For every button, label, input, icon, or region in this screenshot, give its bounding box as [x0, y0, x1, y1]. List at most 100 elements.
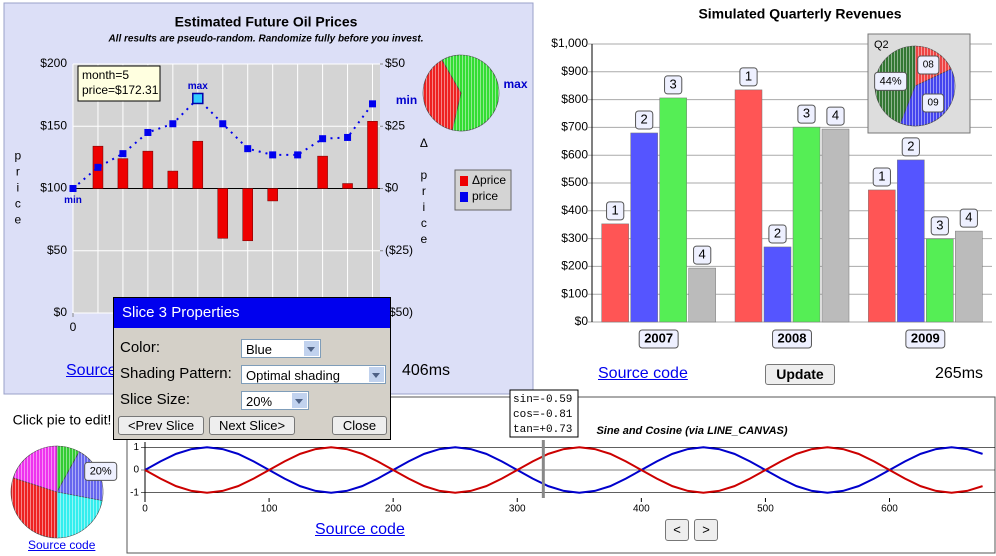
- annotation: max: [188, 81, 208, 92]
- point: [219, 120, 227, 128]
- bar: [868, 189, 896, 323]
- series-label: 4: [965, 210, 972, 225]
- render-time: 406ms: [402, 362, 451, 379]
- pie-value-label: 44%: [880, 75, 902, 87]
- series-label: 3: [670, 76, 677, 91]
- pie-shading: [423, 55, 499, 131]
- bar: [217, 188, 229, 239]
- x-tick-label: 400: [633, 504, 650, 515]
- point: [344, 133, 352, 141]
- pie-label: 09: [928, 98, 940, 109]
- y-tick-label: $0: [54, 305, 68, 319]
- slice-dialog: Slice 3 Properties Color: Blue Shading P…: [113, 297, 391, 440]
- annotation: min: [64, 195, 82, 206]
- x-tick-label: 0: [70, 320, 77, 334]
- pie-label-box: [922, 93, 945, 113]
- bar: [955, 230, 983, 323]
- bar: [242, 188, 253, 242]
- tooltip-line: sin=-0.59: [513, 394, 572, 406]
- series-label-box: [872, 167, 891, 187]
- y-tick-label: $600: [561, 147, 588, 161]
- series-label: 3: [803, 106, 810, 121]
- series-label-box: [901, 137, 920, 157]
- series-label-box: [768, 224, 787, 244]
- bar: [267, 188, 278, 202]
- y-tick-label: $200: [561, 259, 588, 273]
- source-link[interactable]: Source code: [598, 365, 688, 382]
- select-value: Blue: [246, 342, 273, 357]
- y-tick-label: $100: [561, 286, 588, 300]
- series-label-box: [635, 110, 654, 130]
- y-tick-label: 0: [133, 465, 139, 476]
- bar: [897, 159, 925, 323]
- bar: [142, 150, 154, 189]
- series-label: 4: [832, 108, 839, 123]
- tooltip-line: cos=-0.81: [513, 409, 573, 421]
- point: [69, 185, 77, 192]
- y2-tick-label: $0: [385, 181, 399, 195]
- series-label: 2: [774, 225, 781, 240]
- point: [244, 145, 252, 153]
- render-time: 265ms: [935, 365, 984, 382]
- bar: [763, 246, 792, 323]
- color-select[interactable]: Blue: [241, 339, 321, 358]
- x-tick-label: 600: [881, 504, 898, 515]
- pie-value-label-box: [84, 461, 118, 481]
- size-select[interactable]: 20%: [241, 391, 309, 410]
- bar: [630, 132, 658, 323]
- pie-label: max: [503, 77, 527, 91]
- pie-title: Click pie to edit!: [13, 412, 112, 428]
- dialog-title: Slice 3 Properties: [114, 298, 390, 328]
- tooltip: [509, 389, 579, 438]
- series-label-box: [739, 67, 758, 87]
- category-label: 2008: [778, 330, 807, 345]
- source-link[interactable]: Source code: [28, 538, 96, 552]
- legend-swatch: [460, 176, 468, 186]
- tooltip-line: month=5: [82, 68, 129, 82]
- next-button[interactable]: >: [694, 519, 718, 541]
- prev-button[interactable]: <: [665, 519, 689, 541]
- y-tick-label: $300: [561, 231, 588, 245]
- category-label: 2007: [644, 330, 673, 345]
- series-label-box: [826, 106, 845, 126]
- series-label: 2: [641, 111, 648, 126]
- y-tick-label: -1: [130, 487, 139, 498]
- pie-value-label: 20%: [90, 465, 112, 477]
- shading-select[interactable]: Optimal shading: [241, 365, 386, 384]
- bar: [734, 89, 763, 323]
- y2-tick-label: ($25): [385, 243, 413, 257]
- series-label: 2: [907, 138, 914, 153]
- update-button[interactable]: Update: [765, 364, 835, 385]
- bar: [792, 126, 821, 323]
- wave-line: [144, 446, 983, 494]
- point: [269, 151, 277, 159]
- tooltip-line: price=$172.31: [82, 83, 159, 97]
- series-label-box: [797, 104, 816, 124]
- chart-title: Simulated Quarterly Revenues: [698, 6, 901, 22]
- pie-label-box: [917, 55, 940, 75]
- bar: [926, 238, 954, 323]
- source-link[interactable]: Source code: [315, 521, 405, 538]
- select-value: 20%: [246, 394, 273, 409]
- point: [192, 92, 204, 105]
- series-label: 1: [878, 168, 885, 183]
- field-label: Slice Size:: [120, 391, 191, 408]
- y-tick-label: $1,000: [551, 36, 588, 50]
- y-tick-label: $100: [40, 181, 67, 195]
- series-label-box: [930, 216, 949, 236]
- series-label-box: [959, 208, 978, 228]
- next-slice-button[interactable]: Next Slice>: [209, 416, 295, 435]
- legend-label: Δprice: [472, 173, 506, 187]
- y2-tick-label: ($50): [385, 305, 413, 319]
- category-label-box: [772, 329, 812, 349]
- close-button[interactable]: Close: [332, 416, 387, 435]
- point: [294, 151, 302, 159]
- pie-shading: [11, 446, 103, 538]
- category-label-box: [905, 329, 946, 349]
- y-tick-label: $150: [40, 118, 67, 132]
- series-label: 3: [936, 217, 943, 232]
- y2-tick-label: $25: [385, 118, 405, 132]
- pie-label: min: [396, 93, 417, 107]
- y-tick-label: $800: [561, 92, 588, 106]
- prev-slice-button[interactable]: <Prev Slice: [118, 416, 204, 435]
